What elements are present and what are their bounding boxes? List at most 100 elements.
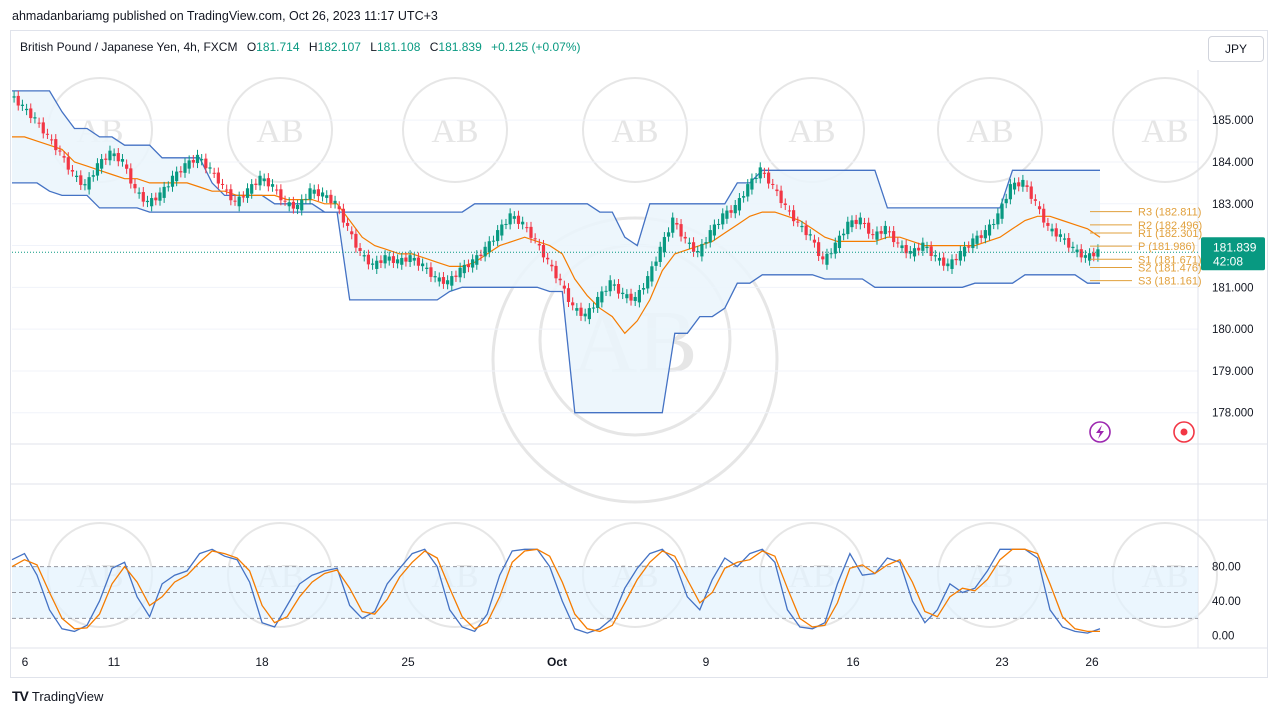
lightning-icon bbox=[1096, 425, 1104, 439]
candle-body bbox=[12, 96, 16, 98]
candle-body bbox=[254, 183, 258, 185]
candle-body bbox=[287, 202, 291, 207]
candle-body bbox=[421, 263, 425, 267]
candle-body bbox=[304, 198, 308, 200]
candle-body bbox=[187, 160, 191, 169]
pivot-label: S3 (181.161) bbox=[1138, 276, 1202, 288]
candle-body bbox=[1087, 253, 1092, 261]
candle-body bbox=[1029, 186, 1033, 199]
tradingview-mark-icon: TV bbox=[12, 688, 29, 704]
candle-body bbox=[195, 154, 200, 164]
candle-body bbox=[341, 208, 346, 223]
candle-body bbox=[362, 255, 366, 257]
pivot-label: R1 (182.301) bbox=[1138, 228, 1202, 240]
candle-body bbox=[504, 223, 508, 225]
candle-body bbox=[937, 257, 942, 261]
candle-body bbox=[579, 307, 583, 316]
candle-body bbox=[733, 205, 737, 214]
candle-body bbox=[270, 184, 275, 187]
candle-body bbox=[458, 267, 462, 278]
candle-body bbox=[912, 248, 917, 257]
candle-body bbox=[1025, 185, 1029, 187]
candle-body bbox=[133, 183, 137, 189]
candle-body bbox=[150, 198, 154, 207]
candle-body bbox=[1033, 199, 1037, 201]
candle-body bbox=[1021, 179, 1025, 187]
price-tick-label: 185.000 bbox=[1212, 115, 1254, 127]
candle-body bbox=[771, 183, 775, 185]
candle-body bbox=[387, 256, 391, 261]
candle-body bbox=[858, 217, 862, 225]
candle-body bbox=[1037, 206, 1042, 210]
candle-body bbox=[708, 230, 712, 243]
candle-body bbox=[1083, 255, 1088, 258]
candle-body bbox=[33, 117, 37, 119]
candle-body bbox=[1071, 246, 1075, 249]
candle-body bbox=[600, 291, 604, 303]
candle-body bbox=[950, 259, 954, 269]
candle-body bbox=[1079, 249, 1083, 258]
candle-body bbox=[1050, 228, 1054, 232]
candle-body bbox=[483, 246, 487, 257]
candle-body bbox=[237, 196, 241, 207]
time-tick-label: 26 bbox=[1085, 655, 1099, 669]
candle-body bbox=[896, 242, 900, 244]
candle-body bbox=[554, 265, 558, 279]
candle-body bbox=[491, 240, 496, 242]
candle-body bbox=[41, 122, 45, 134]
candle-body bbox=[721, 213, 725, 225]
candle-body bbox=[883, 225, 887, 235]
currency-button[interactable]: JPY bbox=[1208, 36, 1264, 62]
candle-body bbox=[662, 237, 666, 253]
candle-body bbox=[754, 177, 758, 179]
candle-body bbox=[783, 203, 787, 206]
candle-body bbox=[75, 175, 79, 178]
candle-body bbox=[850, 220, 854, 228]
stoch-tick-label: 40.00 bbox=[1212, 596, 1241, 608]
candle-body bbox=[683, 236, 687, 239]
candle-body bbox=[212, 172, 216, 174]
candle-body bbox=[50, 139, 54, 141]
candle-body bbox=[917, 247, 921, 251]
candle-body bbox=[1075, 249, 1079, 253]
candle-body bbox=[145, 200, 150, 203]
candle-body bbox=[116, 153, 120, 162]
candle-body bbox=[821, 256, 825, 260]
watermark-ring-icon bbox=[582, 77, 688, 183]
candle-body bbox=[729, 210, 733, 213]
candle-body bbox=[175, 171, 179, 182]
candles-layer bbox=[12, 90, 1198, 325]
candle-body bbox=[462, 264, 466, 274]
candle-body bbox=[1004, 198, 1008, 204]
candle-body bbox=[170, 175, 175, 187]
candle-body bbox=[908, 250, 912, 254]
candle-body bbox=[608, 280, 612, 292]
pivot-label: R3 (182.811) bbox=[1138, 207, 1201, 219]
candle-body bbox=[746, 184, 750, 197]
candle-body bbox=[379, 260, 383, 263]
candle-body bbox=[512, 216, 516, 219]
candle-body bbox=[700, 244, 704, 257]
candle-body bbox=[300, 199, 304, 211]
candle-body bbox=[450, 276, 454, 286]
candle-body bbox=[625, 294, 629, 299]
marker-layer bbox=[1089, 421, 1195, 443]
candle-body bbox=[646, 276, 650, 289]
record-dot-icon bbox=[1180, 428, 1188, 436]
candle-body bbox=[154, 197, 158, 201]
pivot-label: R2 (182.496) bbox=[1138, 220, 1202, 232]
candle-body bbox=[229, 189, 233, 201]
candle-body bbox=[120, 159, 125, 162]
candle-body bbox=[29, 108, 33, 119]
candle-body bbox=[358, 248, 362, 251]
price-tick-label: 181.000 bbox=[1212, 282, 1254, 294]
candle-body bbox=[1067, 238, 1071, 248]
candle-body bbox=[141, 192, 145, 202]
candle-body bbox=[441, 277, 446, 284]
watermark-text: AB bbox=[256, 113, 303, 150]
candle-body bbox=[70, 170, 75, 172]
candle-body bbox=[650, 266, 654, 282]
tradingview-logo[interactable]: TV TradingView bbox=[12, 688, 103, 704]
candle-body bbox=[687, 242, 691, 244]
